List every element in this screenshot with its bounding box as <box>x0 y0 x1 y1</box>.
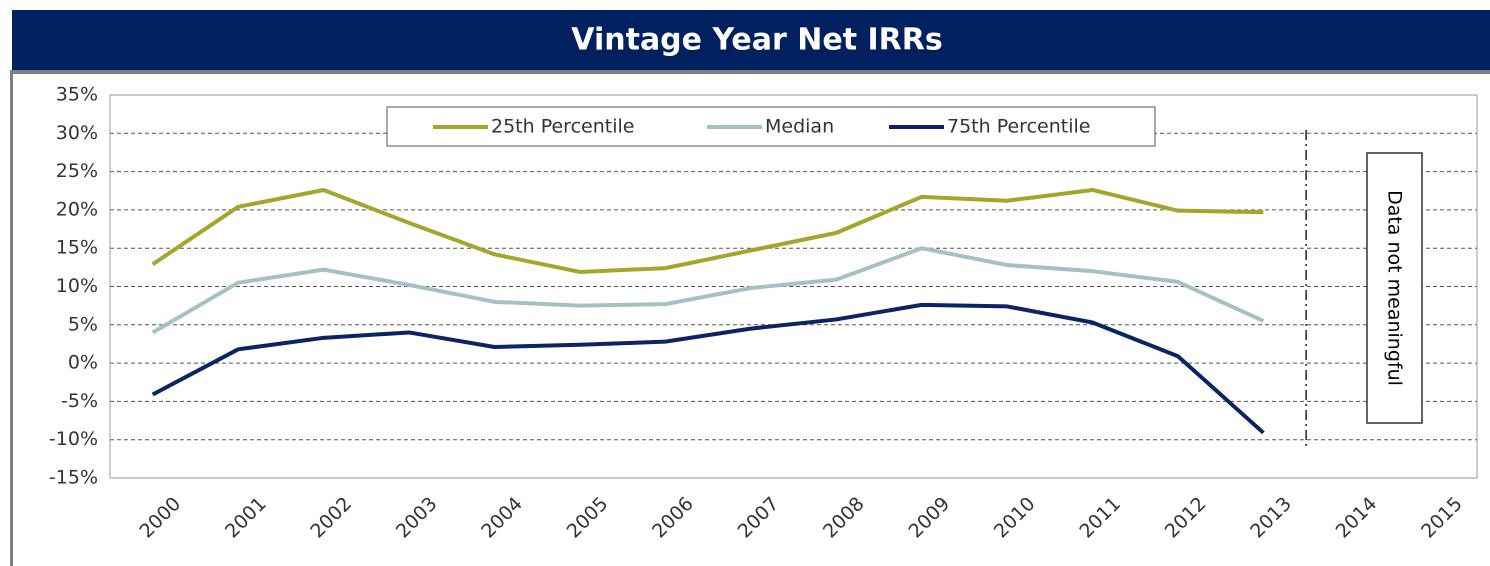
x-tick-label: 2005 <box>563 493 613 543</box>
left-border <box>10 70 13 566</box>
title-bar <box>12 10 1490 70</box>
chart-title: Vintage Year Net IRRs <box>571 23 942 58</box>
series-line <box>151 246 1265 335</box>
x-tick-label: 2003 <box>392 493 442 543</box>
y-tick-label: 35% <box>56 84 98 106</box>
y-tick-label: 0% <box>68 352 98 374</box>
y-tick-label: -5% <box>61 390 98 412</box>
legend-label: Median <box>765 116 834 138</box>
y-tick-label: -15% <box>49 467 98 489</box>
legend-label: 25th Percentile <box>491 116 634 138</box>
x-tick-label: 2013 <box>1246 493 1296 543</box>
x-tick-label: 2012 <box>1161 493 1211 543</box>
x-tick-label: 2006 <box>648 493 698 543</box>
y-tick-label: 25% <box>56 160 98 182</box>
plot-border <box>109 94 1478 479</box>
x-tick-label: 2008 <box>819 493 869 543</box>
y-tick-label: -10% <box>49 428 98 450</box>
x-tick-label: 2010 <box>990 493 1040 543</box>
x-tick-label: 2009 <box>904 493 954 543</box>
x-tick-label: 2014 <box>1332 493 1382 543</box>
y-tick-label: 20% <box>56 198 98 220</box>
x-tick-label: 2001 <box>221 493 271 543</box>
x-tick-label: 2015 <box>1417 493 1467 543</box>
y-tick-label: 15% <box>56 237 98 259</box>
x-tick-label: 2004 <box>477 493 527 543</box>
x-tick-label: 2002 <box>306 493 356 543</box>
annotation-box <box>1366 152 1423 424</box>
y-tick-label: 30% <box>56 122 98 144</box>
legend-box <box>386 106 1156 147</box>
y-tick-label: 5% <box>68 313 98 335</box>
series-line <box>151 302 1265 435</box>
x-tick-label: 2000 <box>135 493 185 543</box>
legend-label: 75th Percentile <box>947 116 1090 138</box>
x-tick-label: 2007 <box>734 493 784 543</box>
x-tick-label: 2011 <box>1075 493 1125 543</box>
series-line <box>151 187 1264 274</box>
title-underline <box>12 70 1490 74</box>
annotation: Data not meaningful <box>1384 190 1406 386</box>
y-tick-label: 10% <box>56 275 98 297</box>
